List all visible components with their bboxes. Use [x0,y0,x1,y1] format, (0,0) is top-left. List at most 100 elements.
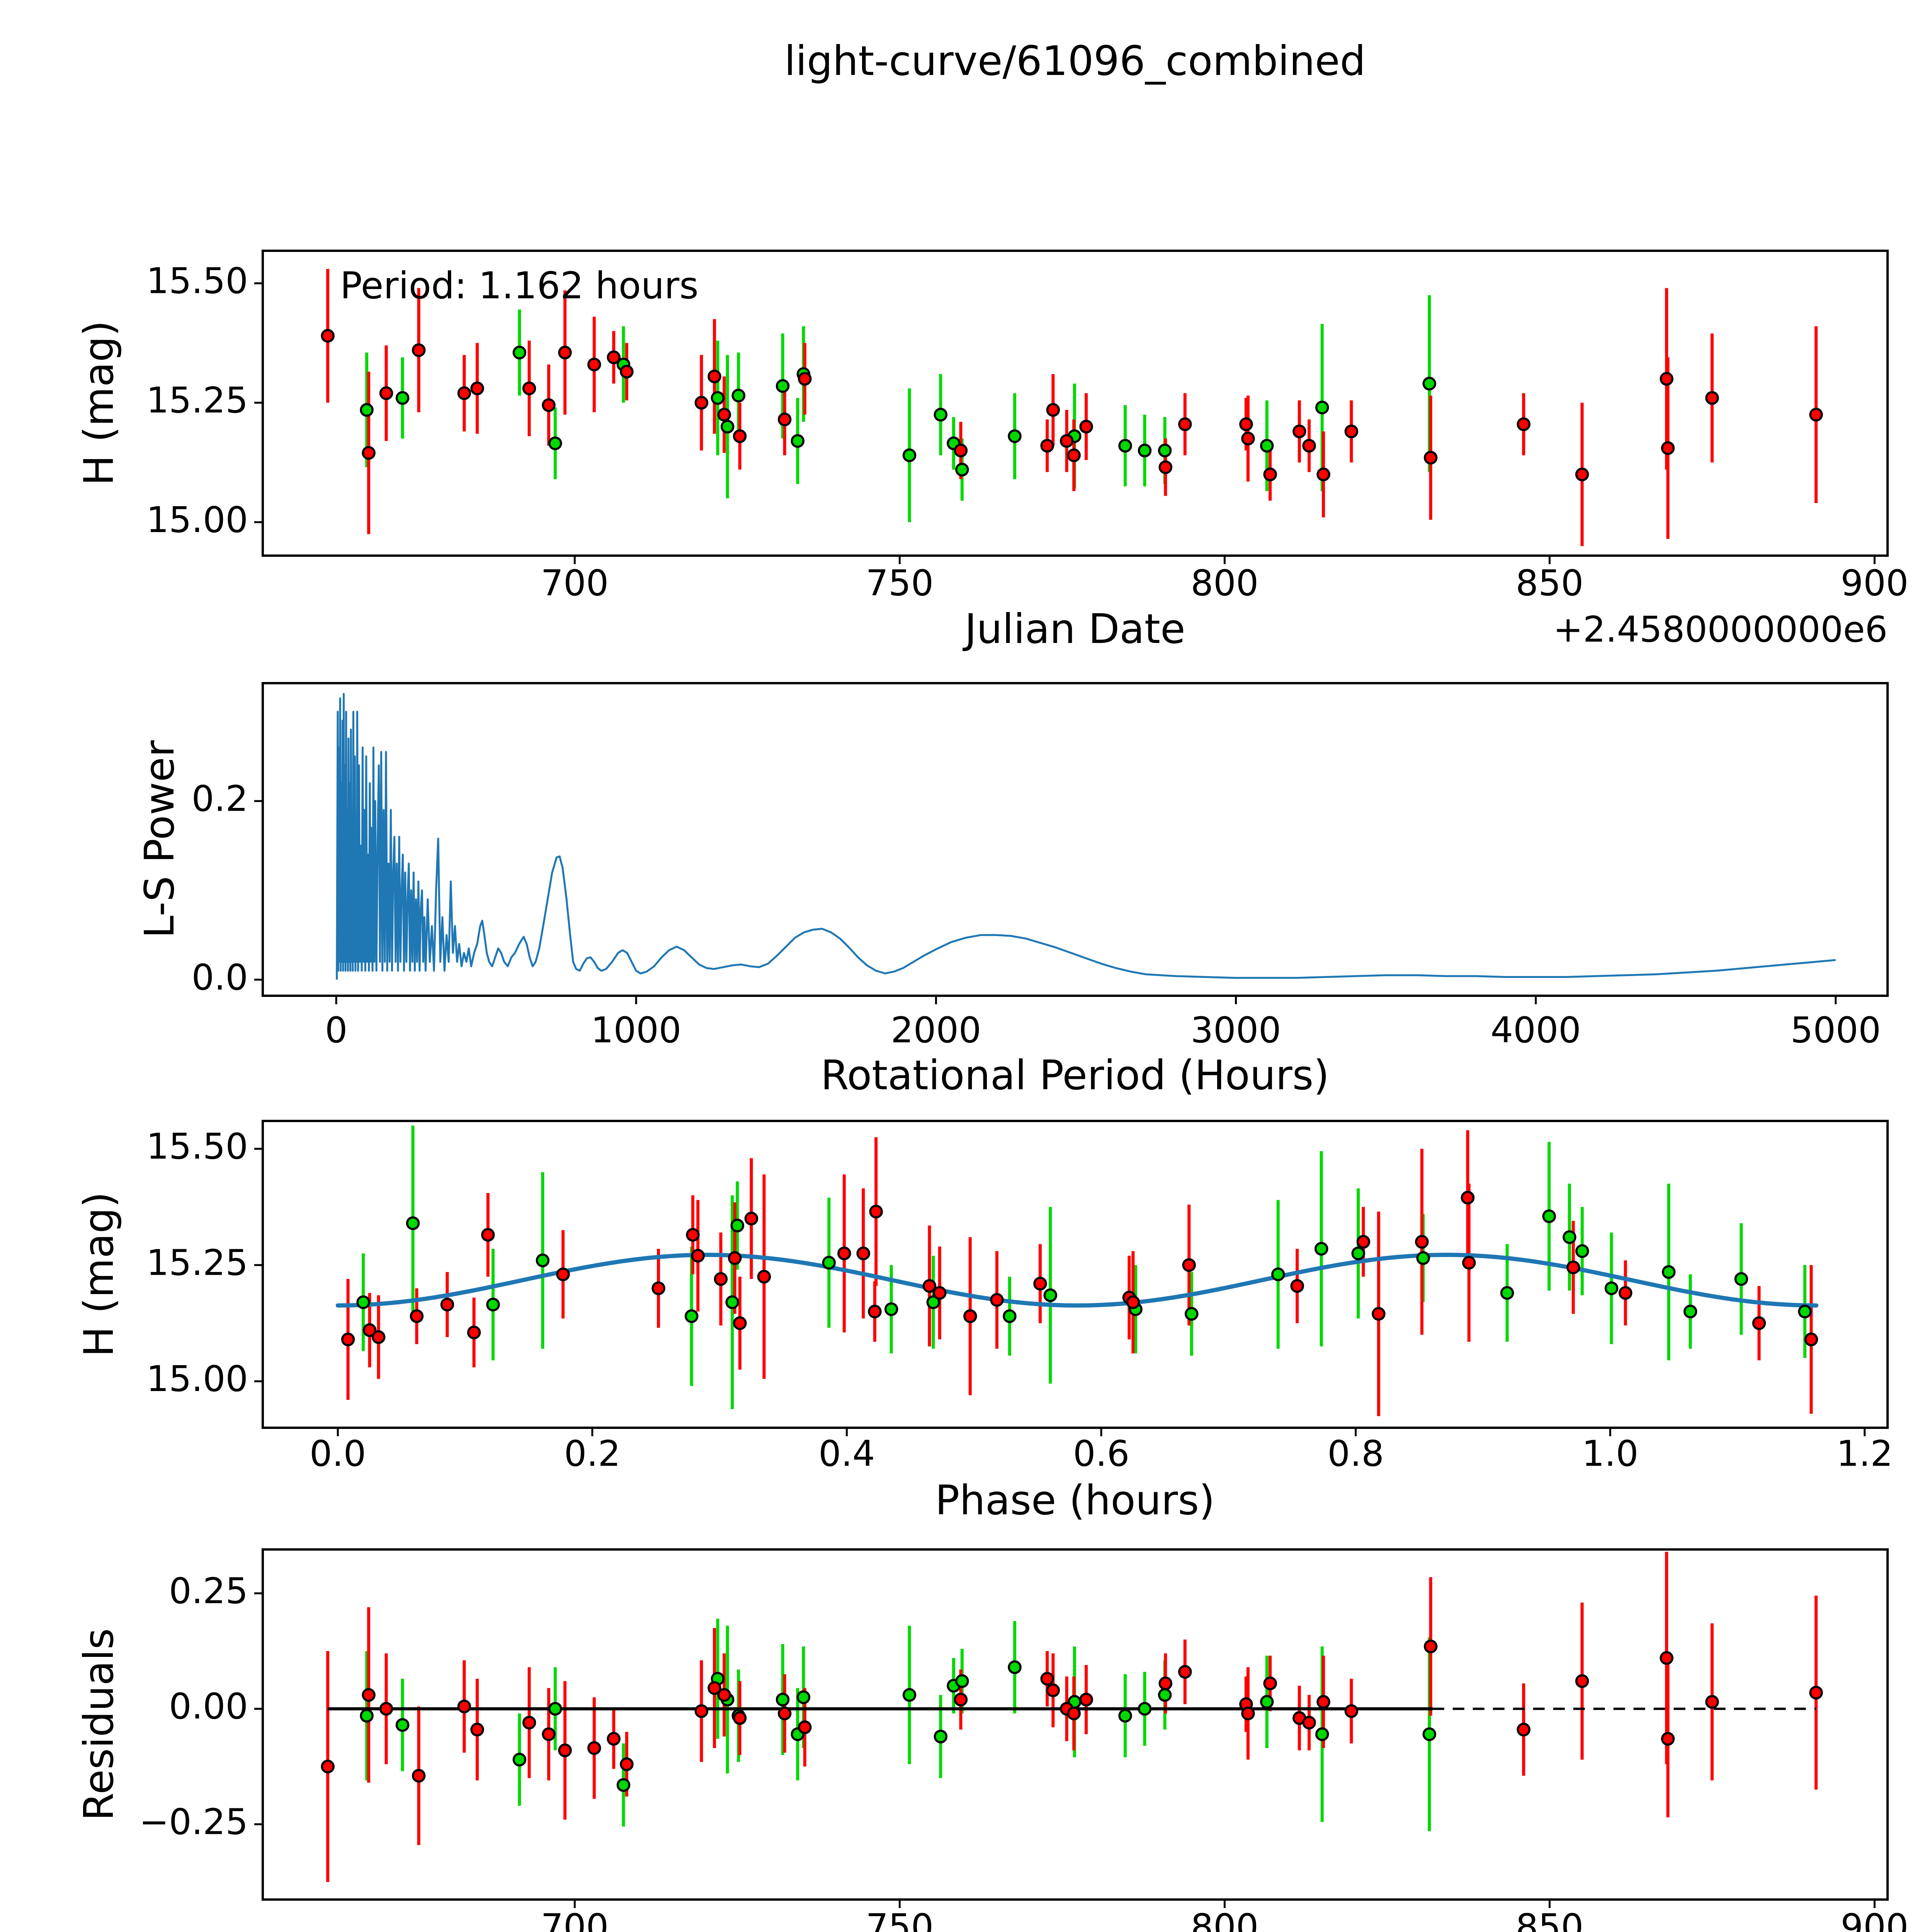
data-point-r [362,1323,377,1337]
x-tick-label: 0.6 [1073,1433,1129,1474]
data-point-r [1290,1279,1304,1293]
data-point-g [1158,444,1172,457]
xlabel-rotational-period: Rotational Period (Hours) [821,1052,1329,1099]
data-point-g [356,1295,370,1309]
data-point-r [1661,1732,1675,1746]
data-point-r [869,1204,883,1219]
data-point-r [607,1732,621,1746]
period-annotation: Period: 1.162 hours [340,265,699,307]
data-point-r [1423,451,1438,465]
data-point-g [548,436,562,451]
data-point-r [556,1267,570,1281]
x-tick-label: 700 [541,562,609,604]
x-tick-label: 0.0 [310,1433,366,1474]
ylabel-h-mag-3: H (mag) [75,1192,122,1357]
data-point-r [691,1249,705,1263]
data-point-r [707,1681,721,1695]
data-point-g [1158,1688,1172,1702]
y-tick-label: 15.25 [146,380,248,421]
x-tick-label: 900 [1841,1906,1909,1932]
x-tick-label: 0.2 [564,1433,621,1474]
data-point-g [1185,1307,1199,1321]
data-point-r [1067,448,1081,463]
x-offset-label-1: +2.4580000000e6 [1553,609,1888,650]
data-point-r [321,329,335,343]
data-point-g [720,420,735,434]
data-point-r [733,429,747,443]
data-point-g [796,1690,811,1704]
x-tick-label: 0.4 [818,1433,875,1474]
data-point-r [558,345,572,360]
data-point-r [620,1757,634,1771]
data-point-r [522,1716,536,1730]
data-point-g [776,379,790,393]
data-point-r [1302,1716,1316,1730]
data-point-g [1542,1209,1556,1223]
data-point-r [1462,1256,1476,1270]
axes-frame [262,1548,1889,1901]
x-tick-label: 0 [325,1009,348,1051]
xlabel-phase-hours: Phase (hours) [935,1477,1215,1524]
data-point-r [1263,1676,1277,1690]
x-tick-label: 1.0 [1582,1433,1638,1474]
data-point-r [1344,1704,1359,1718]
data-point-r [717,1688,731,1702]
subplot-lightcurve-jd: 700 750 800 850 900 15.00 15.25 15.50 Period: 1… [75,250,1909,653]
data-point-r [1575,1674,1589,1688]
data-point-g [902,448,917,463]
data-point-r [1302,439,1316,453]
x-tick-label: 850 [1516,562,1584,604]
data-point-r [1079,420,1093,434]
x-tick-label: 800 [1191,1906,1259,1932]
data-point-r [440,1298,454,1311]
x-tick-label: 900 [1841,562,1909,604]
data-point-r [1809,408,1823,422]
data-point-g [725,1295,739,1309]
ylabel-residuals: Residuals [75,1628,122,1821]
data-point-g [512,1753,527,1767]
data-point-g [1138,1702,1152,1716]
data-point-r [798,372,812,386]
data-point-g [1008,429,1022,443]
axes-frame [262,1120,1889,1429]
data-point-r [1239,417,1253,431]
data-point-r [1263,468,1277,481]
data-point-r [717,408,731,422]
xlabel-julian-date-1: Julian Date [962,605,1185,653]
data-point-g [1575,1244,1589,1258]
y-tick-label: 15.00 [146,1358,248,1400]
data-point-g [884,1302,898,1316]
data-point-r [757,1270,771,1284]
data-point-r [837,1247,851,1260]
data-point-g [1351,1247,1365,1260]
data-point-g [730,1218,744,1233]
x-tick-label: 850 [1516,1906,1584,1932]
plot-area-residuals: 700 750 800 850 900 0.25 0.00 −0.25 [139,1548,1909,1932]
data-point-g [406,1216,420,1230]
data-point-g [1662,1265,1676,1279]
data-point-r [1809,1685,1823,1700]
data-point-r [457,386,471,400]
data-point-r [379,1702,393,1716]
x-tick-label: 2000 [891,1009,981,1051]
data-point-g [360,1709,374,1723]
x-tick-label: 800 [1191,562,1259,604]
data-point-g [776,1692,790,1707]
data-point-r [1618,1286,1633,1300]
data-point-r [798,1720,812,1734]
data-point-r [481,1228,495,1242]
data-point-g [1315,1727,1329,1741]
x-tick-label: 750 [866,1906,934,1932]
data-point-r [470,1723,484,1736]
data-point-r [362,1688,376,1702]
figure-title: light-curve/61096_combined [784,37,1366,85]
data-point-g [1271,1267,1285,1281]
data-point-r [707,369,721,383]
data-point-r [371,1330,386,1344]
y-tick-label: 15.25 [146,1242,248,1283]
data-point-r [1804,1332,1818,1347]
data-point-r [1705,391,1719,405]
data-point-r [1517,1723,1531,1736]
data-point-r [1293,424,1306,439]
data-point-r [733,1316,747,1330]
